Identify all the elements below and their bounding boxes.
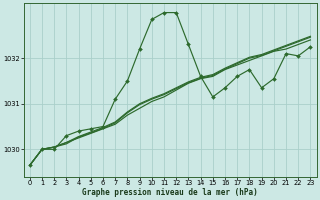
X-axis label: Graphe pression niveau de la mer (hPa): Graphe pression niveau de la mer (hPa): [82, 188, 258, 197]
